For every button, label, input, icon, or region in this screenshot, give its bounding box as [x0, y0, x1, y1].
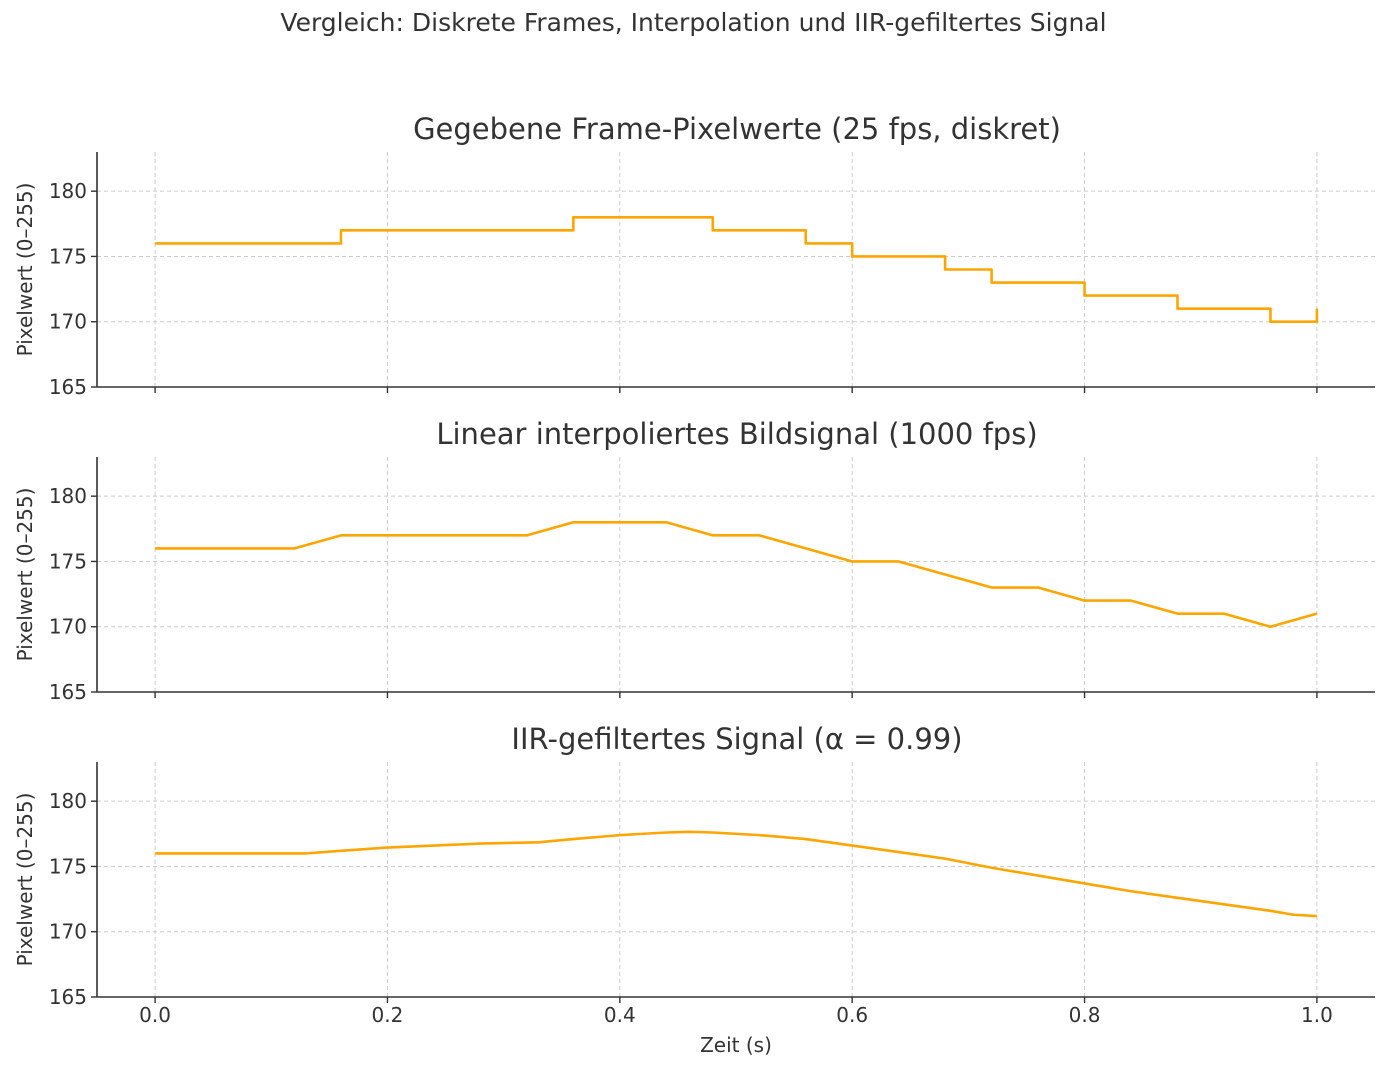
y-axis-label: Pixelwert (0–255)	[13, 488, 37, 662]
figure-title: Vergleich: Diskrete Frames, Interpolatio…	[280, 8, 1107, 37]
y-tick-label: 170	[49, 615, 87, 639]
y-axis-label: Pixelwert (0–255)	[13, 793, 37, 967]
subplot-3: 0.0 0.2 0.4 0.6 0.8 1.0 165 170 175 180 IIR-gefilt…	[13, 722, 1375, 1057]
x-tick-label: 0.0	[139, 1003, 171, 1027]
series-line	[155, 215, 1319, 324]
series-line	[155, 520, 1318, 629]
y-tick-label: 170	[49, 920, 87, 944]
y-tick-label: 165	[49, 985, 87, 1009]
x-axis-label: Zeit (s)	[700, 1033, 772, 1057]
subplot-1: 165 170 175 180 Gegebene Frame-Pixelwerte (2…	[13, 112, 1375, 399]
y-tick-label: 165	[49, 680, 87, 704]
y-tick-label: 175	[49, 244, 87, 268]
series-line	[155, 830, 1317, 918]
x-tick-label: 0.8	[1069, 1003, 1101, 1027]
x-tick-label: 0.4	[604, 1003, 636, 1027]
y-tick-label: 180	[49, 484, 87, 508]
subplot-title: Gegebene Frame-Pixelwerte (25 fps, diskr…	[413, 112, 1061, 146]
x-tick-label: 0.6	[836, 1003, 868, 1027]
x-tick-label: 0.2	[372, 1003, 404, 1027]
subplot-2: 165 170 175 180 Linear interpoliertes Bildsi…	[13, 417, 1375, 704]
y-tick-label: 165	[49, 375, 87, 399]
y-tick-label: 180	[49, 179, 87, 203]
y-tick-label: 175	[49, 549, 87, 573]
y-axis-label: Pixelwert (0–255)	[13, 183, 37, 357]
subplot-title: IIR-gefiltertes Signal (α = 0.99)	[511, 722, 962, 756]
y-tick-label: 175	[49, 854, 87, 878]
y-tick-label: 180	[49, 789, 87, 813]
subplot-title: Linear interpoliertes Bildsignal (1000 f…	[436, 417, 1037, 451]
x-tick-label: 1.0	[1301, 1003, 1333, 1027]
y-tick-label: 170	[49, 310, 87, 334]
